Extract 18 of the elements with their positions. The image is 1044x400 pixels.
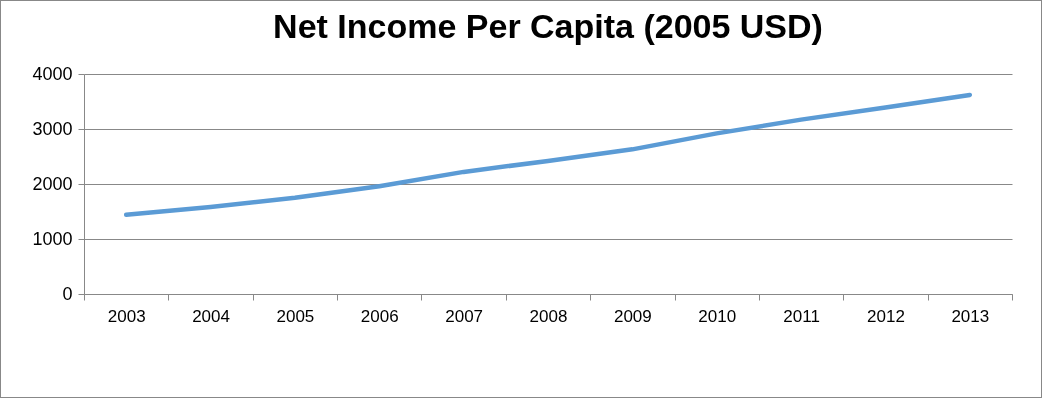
x-tick-label: 2010 — [698, 306, 737, 326]
x-tick-label: 2011 — [783, 306, 820, 326]
y-tick-label: 2000 — [32, 173, 73, 194]
y-tick-label: 1000 — [32, 228, 73, 249]
x-tick-label: 2009 — [613, 306, 652, 326]
x-tick-label: 2004 — [192, 306, 230, 326]
x-tick-label: 2012 — [867, 306, 905, 326]
x-tick-label: 2013 — [951, 306, 990, 326]
x-tick-label: 2008 — [529, 306, 568, 326]
y-tick-label: 4000 — [32, 63, 73, 84]
line-series — [123, 92, 973, 218]
x-tick-label: 2003 — [107, 306, 146, 326]
chart-title: Net Income Per Capita (2005 USD) — [273, 7, 823, 45]
x-tick-label: 2005 — [276, 306, 315, 326]
y-tick-label: 3000 — [32, 118, 73, 139]
x-tick-label: 2006 — [360, 306, 399, 326]
y-tick-label: 0 — [62, 283, 73, 304]
x-tick-label: 2007 — [445, 306, 484, 326]
